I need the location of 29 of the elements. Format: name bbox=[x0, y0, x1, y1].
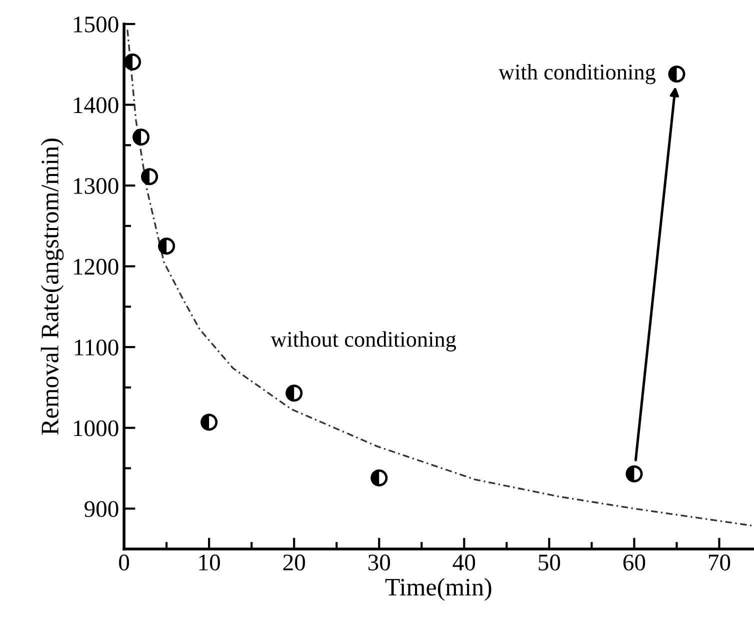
x-tick-label: 70 bbox=[708, 554, 730, 570]
point bbox=[200, 414, 218, 431]
y-tick-label: 1500 bbox=[74, 16, 118, 32]
y-tick-label: 1400 bbox=[74, 97, 118, 114]
y-tick-label: 1200 bbox=[74, 258, 118, 275]
y-tick-label: 1300 bbox=[74, 178, 118, 194]
point bbox=[132, 128, 150, 146]
annotation: with conditioning bbox=[498, 64, 656, 84]
y-tick-label: 900 bbox=[84, 501, 118, 518]
x-axis-title: Time(min) bbox=[385, 578, 492, 601]
y-axis-title: Removal Rate(angstrom/min) bbox=[40, 138, 64, 435]
x-tick-label: 60 bbox=[623, 554, 646, 570]
point bbox=[626, 465, 643, 482]
x-tick-label: 50 bbox=[538, 554, 560, 570]
x-tick-label: 10 bbox=[199, 554, 220, 570]
x-tick-label: 20 bbox=[283, 554, 305, 570]
point bbox=[370, 469, 388, 486]
point bbox=[158, 238, 176, 255]
y-tick-label: 1000 bbox=[74, 420, 118, 436]
point bbox=[668, 66, 686, 83]
x-tick-label: 40 bbox=[452, 554, 476, 570]
y-tick-label: 1100 bbox=[74, 340, 118, 356]
annotation: without conditioning bbox=[270, 331, 456, 352]
x-tick-label: 30 bbox=[368, 554, 390, 570]
point bbox=[141, 168, 158, 186]
line-series bbox=[126, 28, 752, 526]
point bbox=[124, 53, 142, 70]
x-tick-label: 0 bbox=[119, 554, 130, 570]
point bbox=[286, 384, 303, 402]
